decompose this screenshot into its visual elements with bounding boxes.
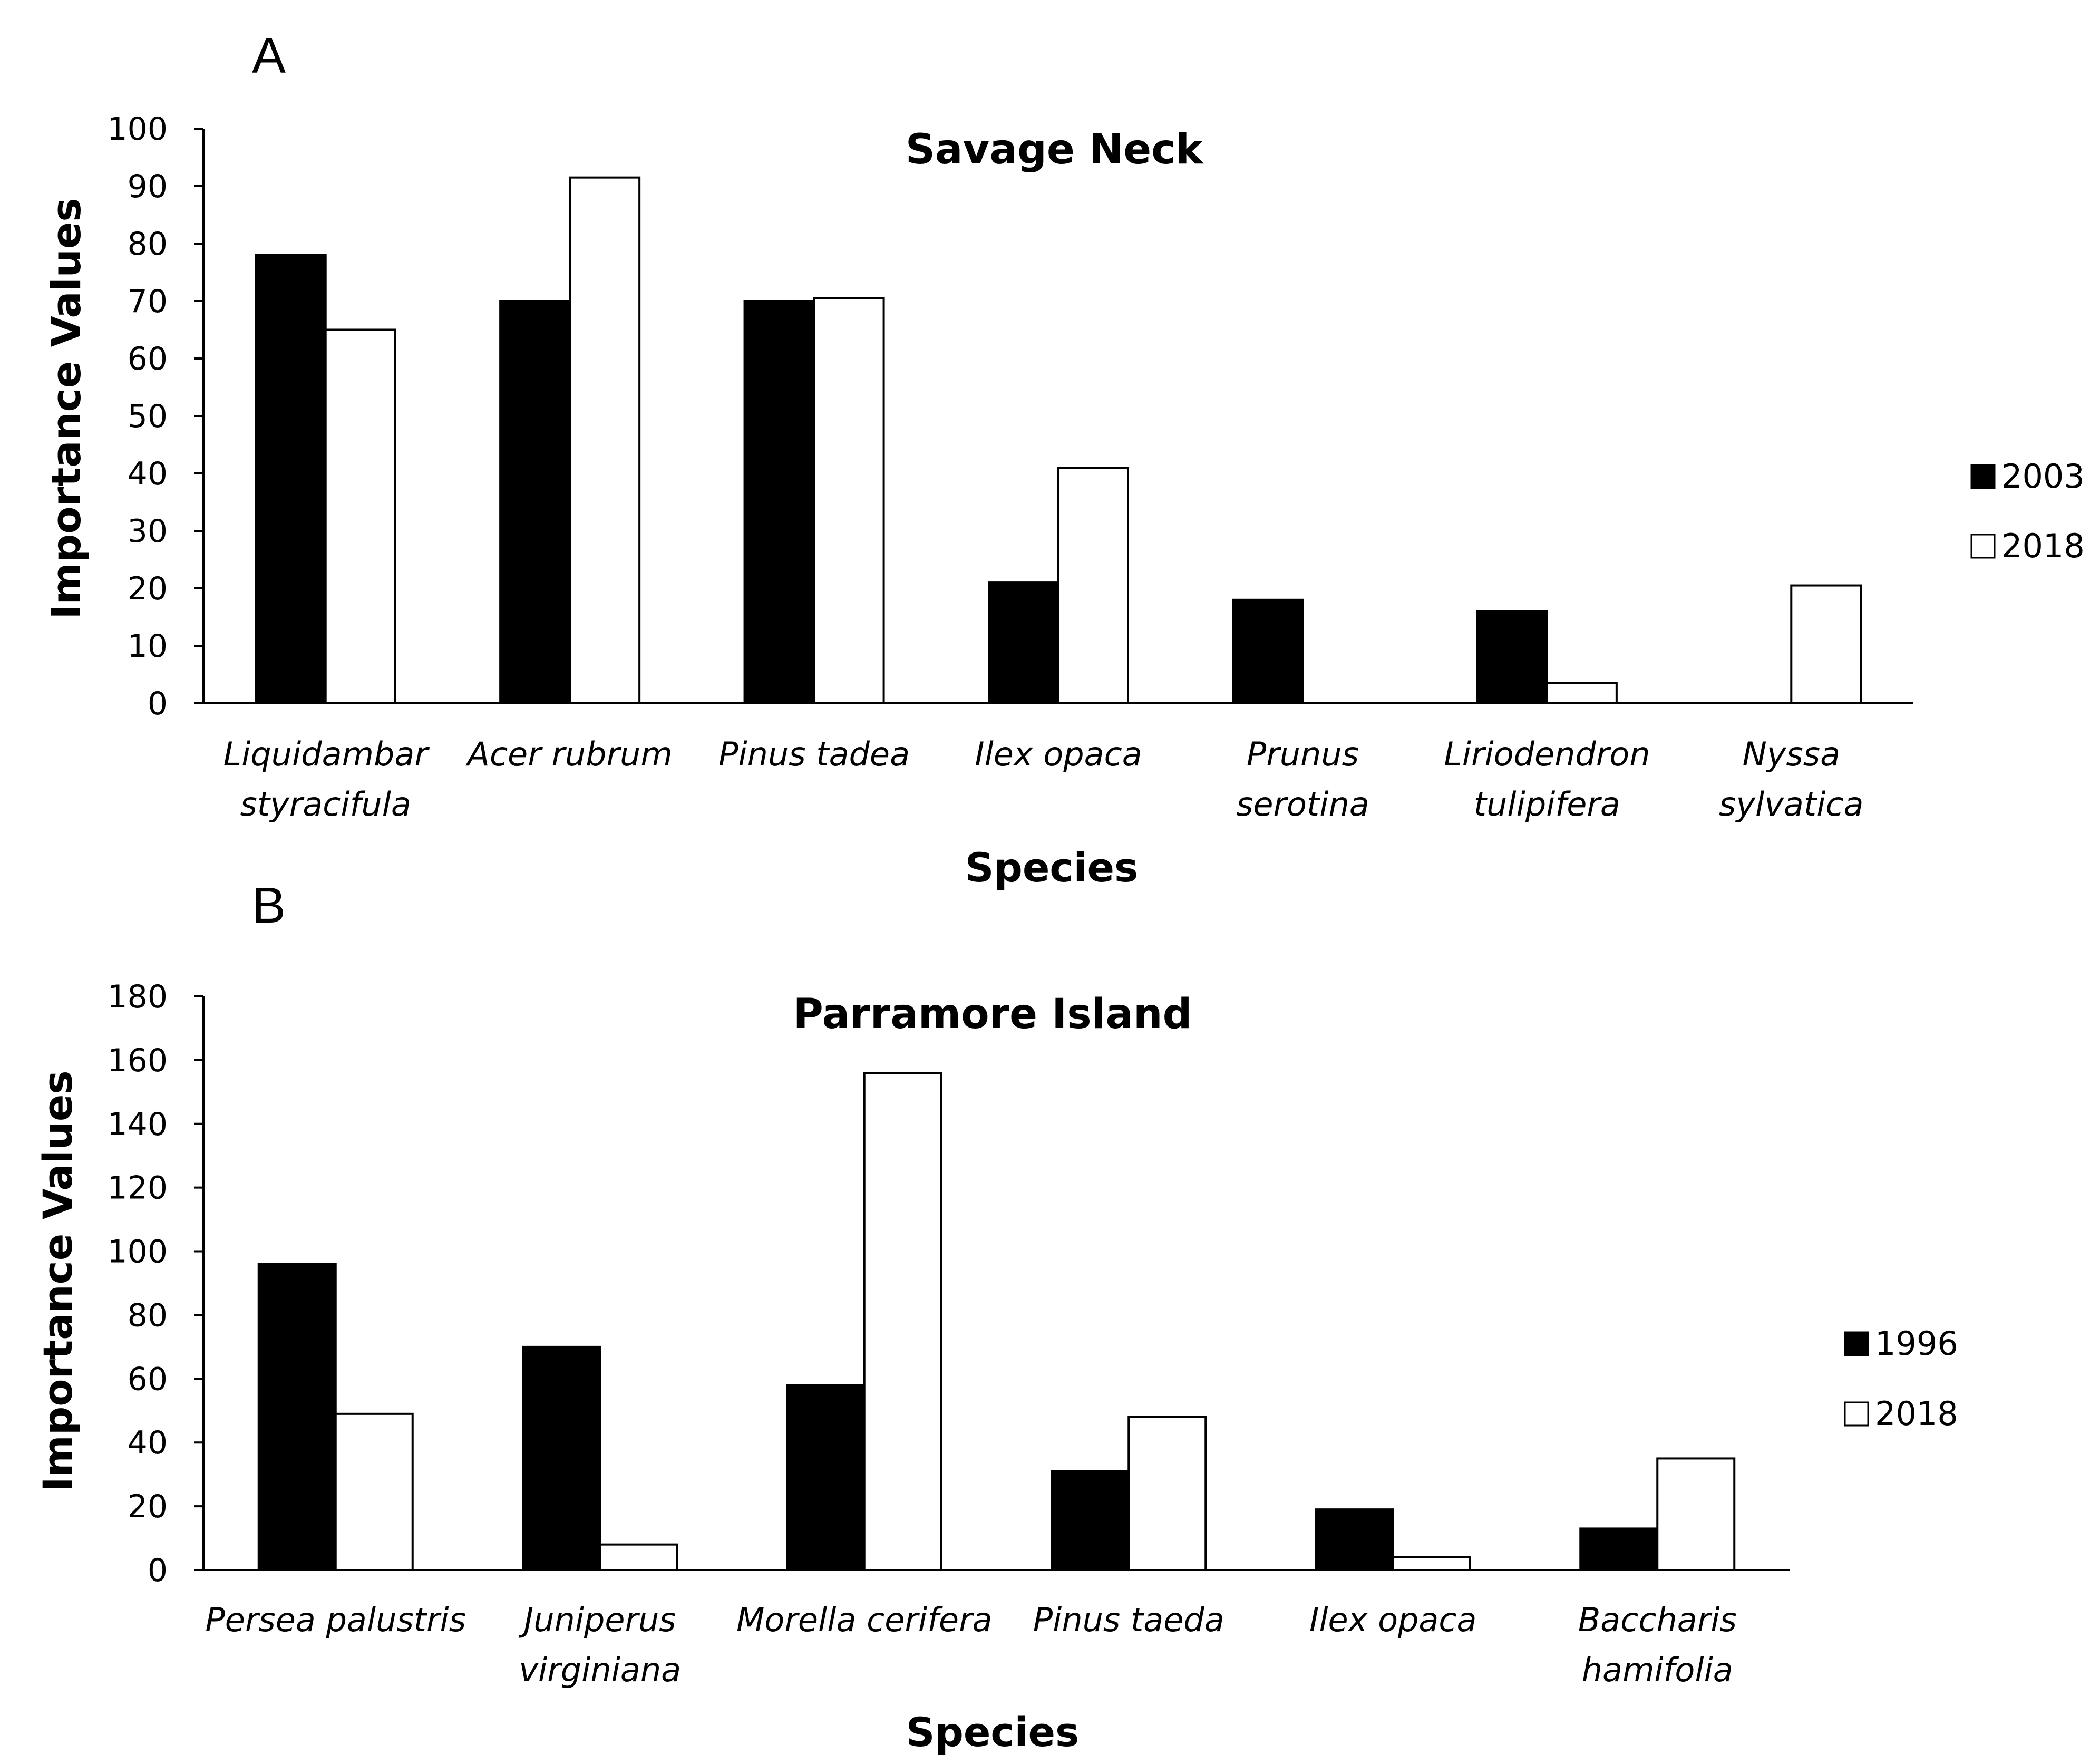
legend-label-2003: 2003 — [2001, 457, 2085, 496]
legend-swatch-2018-b — [1844, 1401, 1869, 1427]
bar-a-2018-3 — [1057, 467, 1129, 704]
y-tick-label-a-0: 0 — [148, 685, 168, 722]
x-category-label-a-6-0: Nyssa — [1742, 735, 1840, 773]
chart-title-b: Parramore Island — [793, 991, 1192, 1038]
bars-a — [255, 176, 1862, 705]
bars-b — [257, 1072, 1736, 1572]
x-category-label-b-2-0: Morella cerifera — [736, 1601, 993, 1639]
bar-a-2003-2 — [743, 300, 815, 704]
bar-a-2003-5 — [1476, 610, 1548, 704]
y-tick-label-b-0: 0 — [148, 1552, 168, 1589]
y-tick-label-a-9: 90 — [128, 168, 168, 205]
x-axis-title-a: Species — [965, 844, 1139, 891]
y-tick-label-a-8: 80 — [128, 226, 168, 263]
y-tick-label-b-9: 180 — [107, 978, 168, 1015]
chart-panel-a: A Savage Neck Species Importance Values … — [43, 27, 2085, 891]
chart-panel-b: B Parramore Island Species Importance Va… — [34, 877, 1958, 1756]
bar-a-2003-1 — [499, 300, 571, 704]
y-tick-label-b-3: 60 — [128, 1361, 168, 1398]
x-category-label-b-5-1: hamifolia — [1582, 1651, 1733, 1689]
bar-a-2018-5 — [1545, 682, 1618, 704]
x-category-label-a-0-1: styracifula — [240, 785, 411, 823]
bar-a-2003-3 — [988, 581, 1059, 704]
bar-b-1996-0 — [257, 1263, 337, 1572]
panel-letter-a: A — [252, 27, 286, 84]
bar-b-2018-3 — [1127, 1416, 1207, 1572]
y-tick-label-a-2: 20 — [128, 570, 168, 607]
bar-b-1996-3 — [1051, 1470, 1130, 1572]
y-tick-label-a-4: 40 — [128, 455, 168, 492]
legend-label-2018-b: 2018 — [1875, 1394, 1958, 1433]
x-category-label-a-4-1: serotina — [1236, 785, 1369, 823]
bar-b-1996-4 — [1315, 1508, 1394, 1571]
y-tick-label-b-5: 100 — [107, 1234, 168, 1271]
panel-letter-b: B — [252, 877, 286, 934]
y-tick-label-b-4: 80 — [128, 1297, 168, 1334]
legend-label-2018-a: 2018 — [2001, 527, 2085, 565]
bar-a-2003-0 — [255, 254, 327, 704]
x-category-label-a-2-0: Pinus tadea — [718, 735, 910, 773]
y-tick-label-a-3: 30 — [128, 513, 168, 550]
bar-b-2018-2 — [863, 1072, 942, 1571]
x-category-label-b-0-0: Persea palustris — [205, 1601, 466, 1639]
x-category-label-a-5-0: Liriodendron — [1444, 735, 1650, 773]
bar-a-2003-4 — [1232, 598, 1304, 705]
chart-title-a: Savage Neck — [906, 126, 1204, 173]
x-category-label-b-4-0: Ilex opaca — [1309, 1601, 1476, 1639]
x-category-label-b-1-0: Juniperus — [518, 1601, 676, 1639]
bar-b-2018-4 — [1392, 1556, 1471, 1572]
bar-b-1996-2 — [786, 1384, 866, 1571]
y-tick-label-b-6: 120 — [107, 1170, 168, 1207]
bar-b-2018-1 — [599, 1543, 678, 1572]
bar-b-1996-1 — [522, 1345, 601, 1572]
y-axis-ticks-b: 0 20 40 60 80 100 120 140 160 180 — [107, 978, 203, 1589]
x-category-label-b-1-1: virginiana — [519, 1651, 681, 1689]
y-tick-label-b-2: 40 — [128, 1424, 168, 1461]
legend-a: 2003 2018 — [1970, 457, 2085, 565]
x-category-label-b-3-0: Pinus taeda — [1033, 1601, 1224, 1639]
bar-b-2018-0 — [334, 1412, 414, 1572]
y-tick-label-a-10: 100 — [107, 111, 168, 148]
legend-b: 1996 2018 — [1844, 1324, 1958, 1433]
legend-swatch-2018-a — [1970, 534, 1996, 559]
x-category-label-b-5-0: Baccharis — [1578, 1601, 1737, 1639]
y-axis-title-b: Importance Values — [34, 1070, 81, 1491]
x-category-label-a-0-0: Liquidambar — [223, 735, 430, 773]
y-tick-label-b-8: 160 — [107, 1042, 168, 1079]
y-tick-label-a-7: 70 — [128, 283, 168, 320]
y-axis-ticks-a: 0 10 20 30 40 50 60 70 80 90 100 — [107, 111, 203, 722]
x-category-label-a-5-1: tulipifera — [1474, 785, 1620, 823]
bar-a-2018-6 — [1790, 584, 1862, 705]
bar-a-2018-1 — [569, 176, 641, 704]
x-category-label-a-1-0: Acer rubrum — [465, 735, 673, 773]
y-tick-label-a-1: 10 — [128, 628, 168, 665]
x-axis-title-b: Species — [906, 1709, 1080, 1756]
legend-swatch-2003 — [1970, 464, 1996, 489]
bar-a-2018-2 — [813, 297, 885, 704]
y-tick-label-b-7: 140 — [107, 1106, 168, 1143]
bar-a-2018-0 — [324, 328, 396, 704]
x-category-label-a-3-0: Ilex opaca — [975, 735, 1142, 773]
y-tick-label-a-6: 60 — [128, 341, 168, 377]
legend-label-1996: 1996 — [1875, 1324, 1958, 1363]
y-axis-title-a: Importance Values — [43, 198, 90, 619]
x-category-label-a-6-1: sylvatica — [1719, 785, 1864, 823]
x-axis-labels-b: Persea palustris Juniperus virginiana Morel… — [205, 1601, 1736, 1689]
bar-b-2018-5 — [1656, 1457, 1736, 1571]
x-category-label-a-4-0: Prunus — [1247, 735, 1359, 773]
bar-b-1996-5 — [1579, 1527, 1659, 1571]
y-tick-label-a-5: 50 — [128, 398, 168, 435]
y-tick-label-b-1: 20 — [128, 1488, 168, 1525]
x-axis-labels-a: Liquidambar styracifula Acer rubrum Pinus t… — [223, 735, 1864, 823]
legend-swatch-1996 — [1844, 1331, 1869, 1356]
